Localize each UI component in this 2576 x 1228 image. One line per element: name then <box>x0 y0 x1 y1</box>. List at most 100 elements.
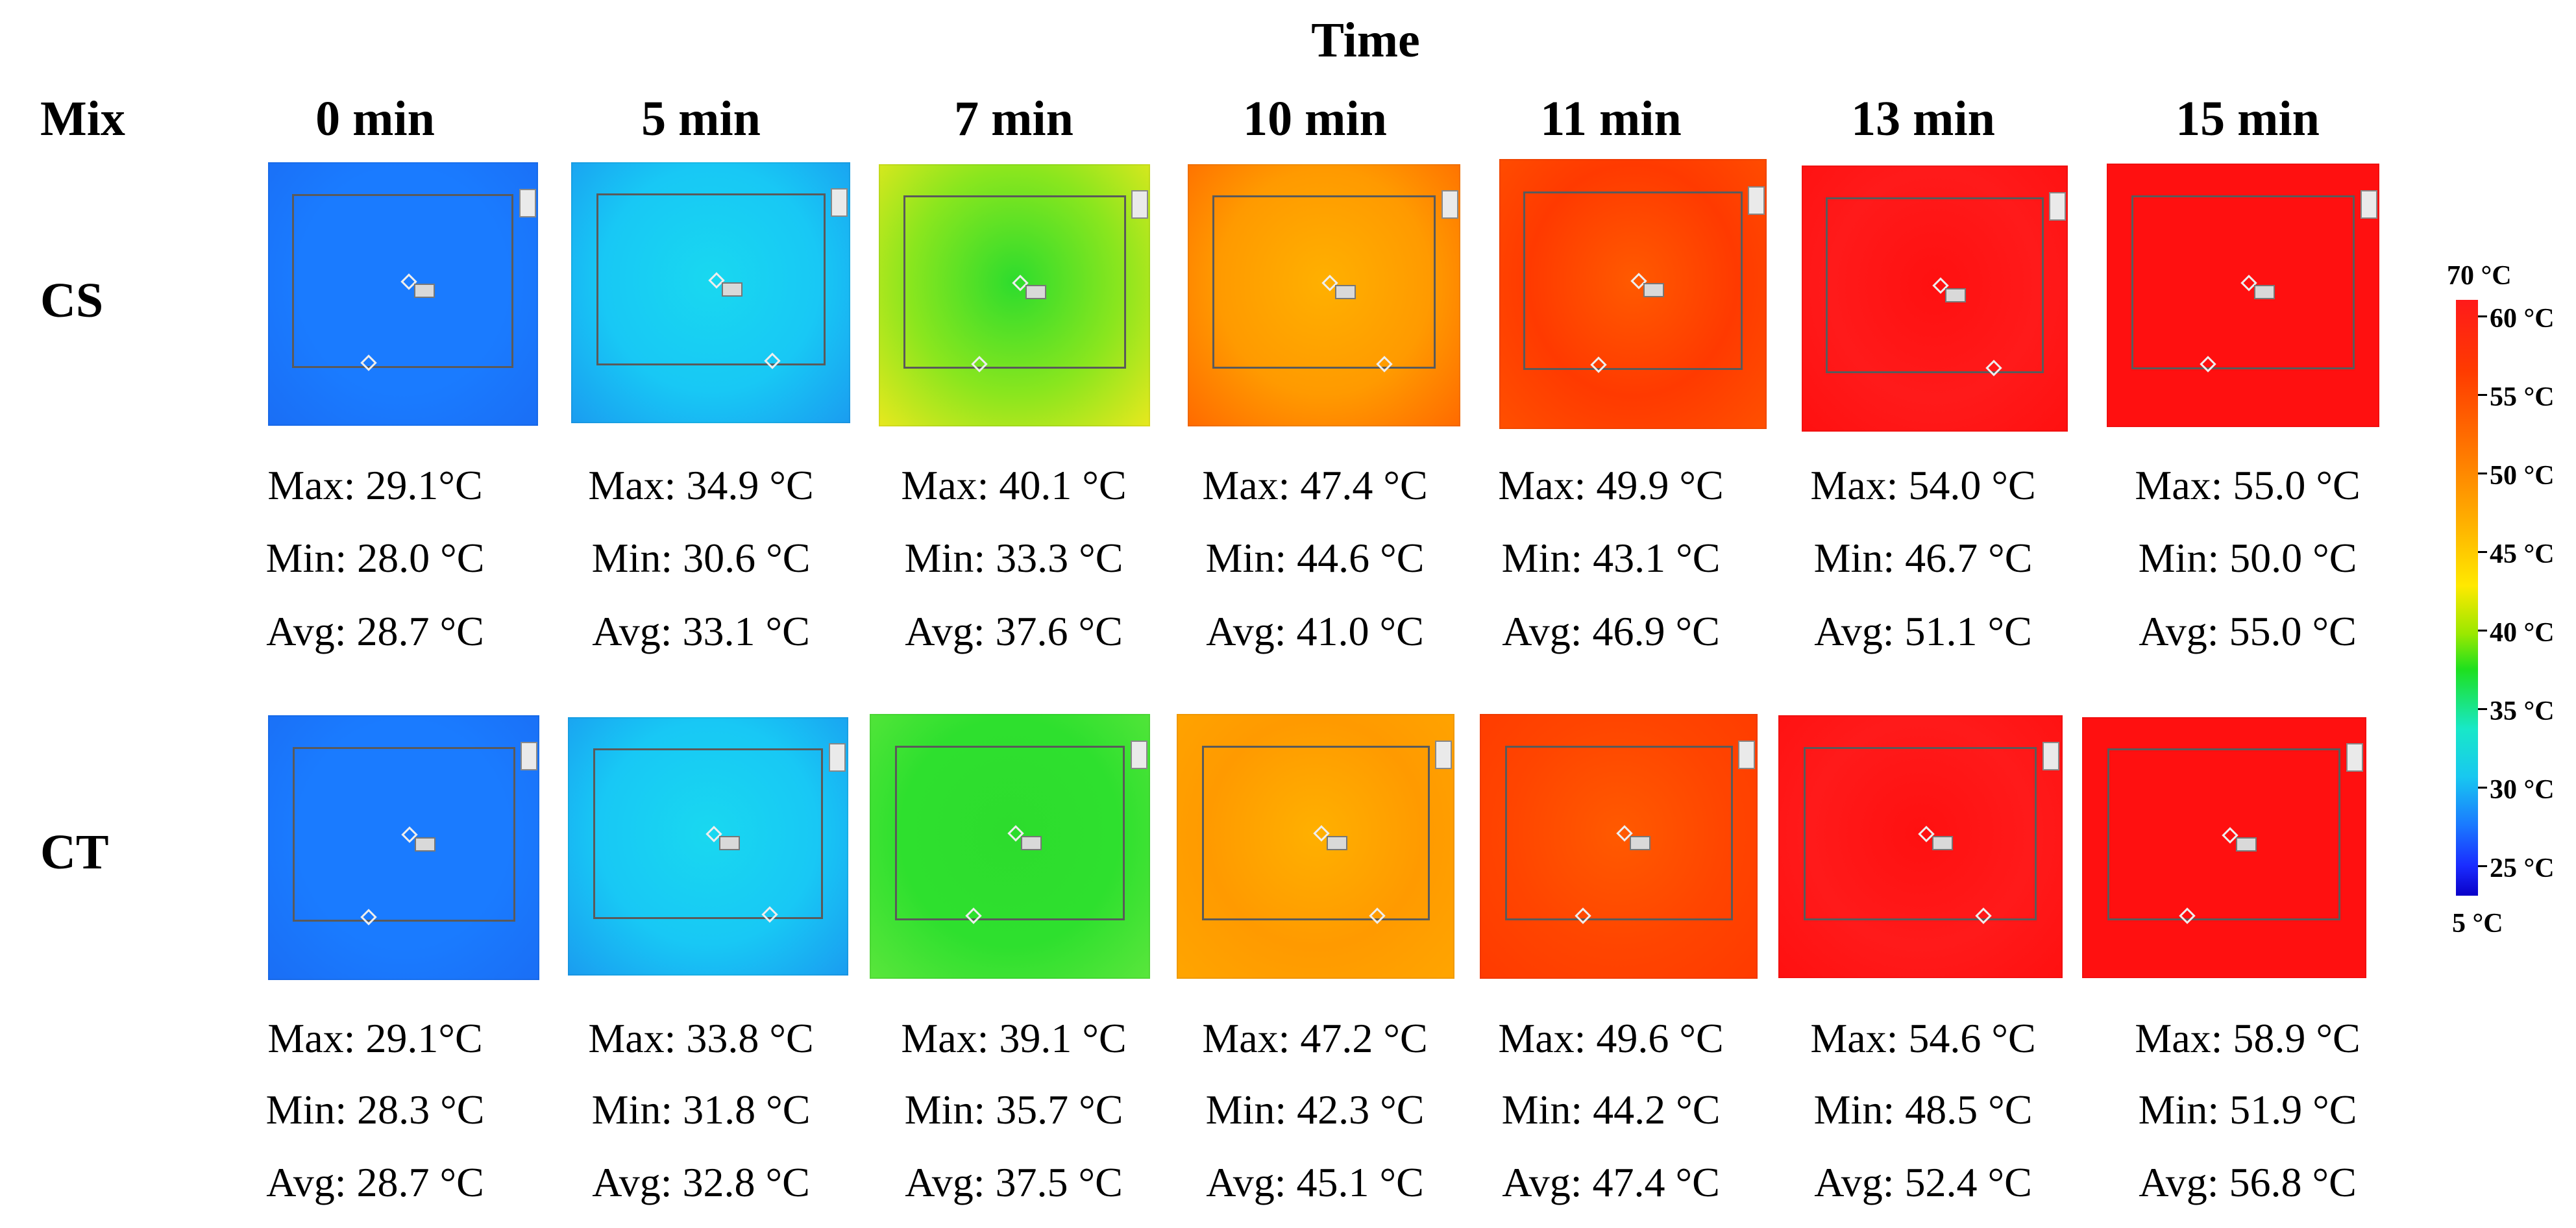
roi-rectangle <box>1826 197 2044 373</box>
scale-tick-label: 35 °C <box>2490 696 2555 726</box>
measure-tag-icon <box>1945 288 1966 302</box>
measure-tag-icon <box>722 282 742 297</box>
scale-tab-icon <box>2346 743 2363 772</box>
scale-tick-label: 25 °C <box>2490 853 2555 883</box>
scale-tick-mark <box>2478 315 2487 317</box>
scale-tick-mark <box>2478 865 2487 867</box>
stat-max-cs: Max: 29.1°C <box>267 462 483 508</box>
stat-avg-ct: Avg: 28.7 °C <box>266 1159 484 1205</box>
time-header: 11 min <box>1540 92 1682 146</box>
stat-avg-cs: Avg: 37.6 °C <box>905 608 1123 654</box>
stat-avg-ct: Avg: 47.4 °C <box>1502 1159 1720 1205</box>
stat-max-ct: Max: 39.1 °C <box>901 1015 1127 1061</box>
roi-rectangle <box>2107 748 2340 920</box>
mix-axis-label: Mix <box>40 92 125 146</box>
measure-tag-icon <box>415 837 435 852</box>
stat-min-ct: Min: 48.5 °C <box>1813 1087 2033 1133</box>
scale-tab-icon <box>2049 192 2066 221</box>
time-header: 10 min <box>1243 92 1387 146</box>
stat-avg-cs: Avg: 55.0 °C <box>2139 608 2357 654</box>
stat-min-cs: Min: 33.3 °C <box>904 535 1123 581</box>
scale-tick-mark <box>2478 473 2487 474</box>
scale-tab-icon <box>519 189 536 217</box>
stat-max-cs: Max: 47.4 °C <box>1202 462 1428 508</box>
thermal-image-cs-2 <box>879 164 1150 426</box>
scale-tab-icon <box>2042 742 2059 770</box>
stat-avg-cs: Avg: 51.1 °C <box>1814 608 2032 654</box>
stat-avg-ct: Avg: 56.8 °C <box>2139 1159 2357 1205</box>
roi-rectangle <box>1804 747 2037 920</box>
thermal-image-cs-5 <box>1802 166 2068 432</box>
scale-tick-mark <box>2478 394 2487 396</box>
measure-tag-icon <box>1025 285 1046 299</box>
measure-tag-icon <box>1643 283 1664 297</box>
stat-max-cs: Max: 55.0 °C <box>2135 462 2361 508</box>
stat-max-cs: Max: 34.9 °C <box>588 462 814 508</box>
stat-max-ct: Max: 58.9 °C <box>2135 1015 2361 1061</box>
stat-min-cs: Min: 50.0 °C <box>2138 535 2357 581</box>
scale-tick-label: 30 °C <box>2490 775 2555 805</box>
stat-max-ct: Max: 33.8 °C <box>588 1015 814 1061</box>
scale-bottom-label: 5 °C <box>2452 909 2503 939</box>
time-header: 5 min <box>641 92 761 146</box>
thermal-image-cs-1 <box>571 162 850 423</box>
scale-tick-mark <box>2478 708 2487 710</box>
thermal-image-ct-5 <box>1778 715 2063 978</box>
stat-avg-cs: Avg: 46.9 °C <box>1502 608 1720 654</box>
scale-tab-icon <box>831 188 848 217</box>
roi-rectangle <box>895 746 1125 920</box>
roi-rectangle <box>1212 195 1436 369</box>
scale-tab-icon <box>1435 741 1452 769</box>
scale-tick-mark <box>2478 551 2487 553</box>
stat-avg-ct: Avg: 45.1 °C <box>1206 1159 1424 1205</box>
scale-tab-icon <box>1131 190 1148 219</box>
stat-max-cs: Max: 40.1 °C <box>901 462 1127 508</box>
stat-min-ct: Min: 28.3 °C <box>265 1087 485 1133</box>
scale-top-label: 70 °C <box>2447 261 2512 291</box>
measure-tag-icon <box>1021 836 1042 850</box>
temperature-color-scale <box>2456 300 2478 896</box>
scale-tab-icon <box>1441 190 1458 219</box>
scale-tick-label: 50 °C <box>2490 461 2555 491</box>
stat-min-ct: Min: 44.2 °C <box>1501 1087 1721 1133</box>
scale-tab-icon <box>1738 741 1755 769</box>
stat-avg-ct: Avg: 52.4 °C <box>1814 1159 2032 1205</box>
scale-tick-label: 45 °C <box>2490 539 2555 569</box>
scale-tick-mark <box>2478 630 2487 632</box>
stat-max-cs: Max: 54.0 °C <box>1810 462 2036 508</box>
scale-tab-icon <box>1748 186 1765 215</box>
measure-tag-icon <box>1335 285 1356 299</box>
stat-avg-ct: Avg: 32.8 °C <box>592 1159 810 1205</box>
roi-rectangle <box>293 747 515 922</box>
row-label-cs: CS <box>40 273 104 328</box>
time-header: 13 min <box>1851 92 1995 146</box>
scale-tab-icon <box>2361 190 2377 219</box>
stat-avg-cs: Avg: 28.7 °C <box>266 608 484 654</box>
thermal-image-cs-0 <box>268 162 538 426</box>
scale-tick-label: 40 °C <box>2490 618 2555 648</box>
roi-rectangle <box>1202 746 1430 920</box>
time-header: 0 min <box>315 92 435 146</box>
stat-max-cs: Max: 49.9 °C <box>1498 462 1724 508</box>
stat-min-ct: Min: 51.9 °C <box>2138 1087 2357 1133</box>
thermal-image-cs-3 <box>1188 164 1460 426</box>
measure-tag-icon <box>414 284 435 298</box>
measure-tag-icon <box>2236 837 2257 852</box>
scale-tick-label: 55 °C <box>2490 382 2555 412</box>
stat-max-ct: Max: 49.6 °C <box>1498 1015 1724 1061</box>
thermal-image-ct-1 <box>568 717 848 976</box>
stat-min-cs: Min: 46.7 °C <box>1813 535 2033 581</box>
measure-tag-icon <box>1630 836 1650 850</box>
time-axis-label: Time <box>1311 13 1420 68</box>
scale-tab-icon <box>1131 741 1147 769</box>
stat-min-cs: Min: 43.1 °C <box>1501 535 1721 581</box>
row-label-ct: CT <box>40 825 109 879</box>
stat-min-cs: Min: 30.6 °C <box>591 535 811 581</box>
scale-tab-icon <box>829 743 846 772</box>
stat-avg-cs: Avg: 33.1 °C <box>592 608 810 654</box>
time-header: 7 min <box>954 92 1073 146</box>
thermal-image-ct-2 <box>870 714 1150 979</box>
thermal-image-ct-6 <box>2082 717 2366 978</box>
stat-max-ct: Max: 29.1°C <box>267 1015 483 1061</box>
stat-min-ct: Min: 35.7 °C <box>904 1087 1123 1133</box>
